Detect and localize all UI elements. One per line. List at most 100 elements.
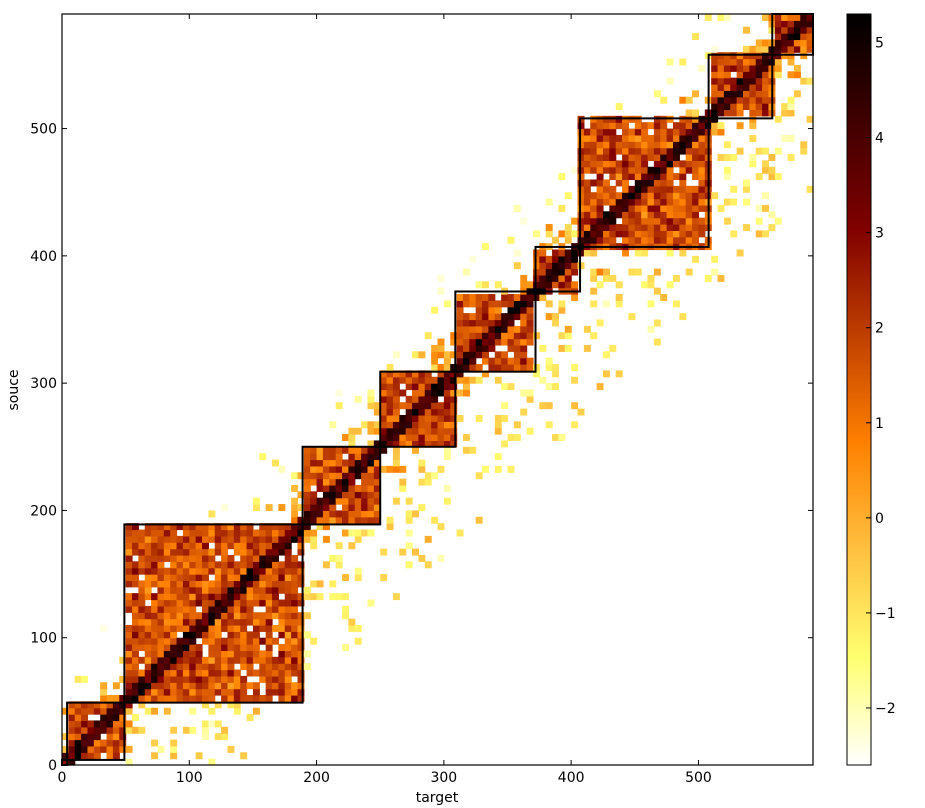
heatmap-cell <box>634 154 642 161</box>
heatmap-cell <box>717 96 725 104</box>
heatmap-cell <box>450 351 458 359</box>
heatmap-cell <box>182 688 190 696</box>
heatmap-cell <box>609 173 617 181</box>
heatmap-cell <box>176 618 184 626</box>
heatmap-cell <box>507 325 515 333</box>
heatmap-cell <box>176 593 184 601</box>
heatmap-cell <box>329 472 337 480</box>
heatmap-cell <box>672 185 680 193</box>
heatmap-cell <box>259 593 267 601</box>
heatmap-cell <box>392 465 400 473</box>
heatmap-cell <box>170 669 178 677</box>
block-outline <box>379 370 457 448</box>
heatmap-cell <box>488 325 496 333</box>
heatmap-cell <box>240 574 248 582</box>
heatmap-cell <box>170 682 178 690</box>
heatmap-cell <box>329 478 337 486</box>
heatmap-cell <box>507 294 515 301</box>
heatmap-cell <box>176 523 184 531</box>
heatmap-cell <box>246 605 254 613</box>
heatmap-cell <box>494 338 502 346</box>
heatmap-cell <box>494 414 502 422</box>
heatmap-cell <box>692 198 700 206</box>
heatmap-cell <box>151 663 159 671</box>
heatmap-cell <box>297 650 305 658</box>
block-outlines <box>61 13 815 766</box>
heatmap-cell <box>297 523 305 531</box>
heatmap-cell <box>647 147 655 155</box>
heatmap-cell <box>660 166 668 174</box>
heatmap-cell <box>291 663 299 671</box>
heatmap-cell <box>354 510 362 518</box>
heatmap-cell <box>176 599 184 607</box>
heatmap-cell <box>762 109 770 117</box>
heatmap-cell <box>762 103 770 111</box>
heatmap-cell <box>730 96 738 104</box>
heatmap-cell <box>418 421 426 429</box>
heatmap-cell <box>182 612 190 620</box>
heatmap-cell <box>297 599 305 607</box>
heatmap-cell <box>443 434 451 442</box>
heatmap-cell <box>469 376 477 384</box>
heatmap-cell <box>157 548 165 556</box>
heatmap-cell <box>698 198 706 206</box>
heatmap-cell <box>717 58 725 66</box>
heatmap-cell <box>240 548 248 556</box>
heatmap-cell <box>755 147 763 155</box>
heatmap-cell <box>252 694 260 702</box>
heatmap-cell <box>316 472 324 480</box>
heatmap-cell <box>163 663 171 671</box>
heatmap-cell <box>100 624 108 632</box>
heatmap-cell <box>647 274 655 282</box>
heatmap-cell <box>265 574 273 582</box>
heatmap-cell <box>151 561 159 569</box>
heatmap-cell <box>284 593 292 601</box>
heatmap-cell <box>189 618 197 626</box>
heatmap-cell <box>202 548 209 556</box>
heatmap-cell <box>246 644 254 652</box>
heatmap-cell <box>634 230 642 238</box>
heatmap-cell <box>437 344 445 352</box>
heatmap-cell <box>348 491 356 499</box>
heatmap-cell <box>450 395 458 403</box>
heatmap-cell <box>755 64 763 72</box>
heatmap-cell <box>342 605 349 613</box>
heatmap-cell <box>800 77 808 85</box>
heatmap-cell <box>456 351 464 359</box>
heatmap-cell <box>380 389 388 397</box>
heatmap-cell <box>494 319 502 327</box>
heatmap-cell <box>342 510 349 518</box>
heatmap-cell <box>259 694 267 702</box>
heatmap-cell <box>291 535 299 543</box>
heatmap-cell <box>647 236 655 244</box>
heatmap-cell <box>265 675 273 683</box>
heatmap-cell <box>246 523 254 531</box>
heatmap-cell <box>367 491 375 499</box>
heatmap-cell <box>768 154 776 161</box>
heatmap-cell <box>450 370 458 378</box>
heatmap-cell <box>399 440 407 448</box>
heatmap-cell <box>265 618 273 626</box>
heatmap-cell <box>532 230 540 238</box>
heatmap-cell <box>278 542 286 550</box>
heatmap-cell <box>609 211 617 219</box>
colorbar-tick-label: −1 <box>875 606 896 622</box>
heatmap-cell <box>144 548 152 556</box>
heatmap-cell <box>170 580 178 588</box>
heatmap-cell <box>711 122 719 130</box>
heatmap-cell <box>545 198 553 206</box>
heatmap-cell <box>291 504 299 512</box>
heatmap-cell <box>653 154 661 161</box>
heatmap-cell <box>723 58 731 66</box>
heatmap-cell <box>711 268 719 276</box>
heatmap-cell <box>227 631 235 639</box>
heatmap-cell <box>399 465 407 473</box>
heatmap-cell <box>106 694 114 702</box>
heatmap-cell <box>227 586 235 594</box>
heatmap-cell <box>208 650 216 658</box>
x-axis-label: target <box>416 790 459 806</box>
heatmap-cell <box>443 414 451 422</box>
heatmap-cell <box>545 313 553 321</box>
heatmap-cell <box>335 484 343 492</box>
